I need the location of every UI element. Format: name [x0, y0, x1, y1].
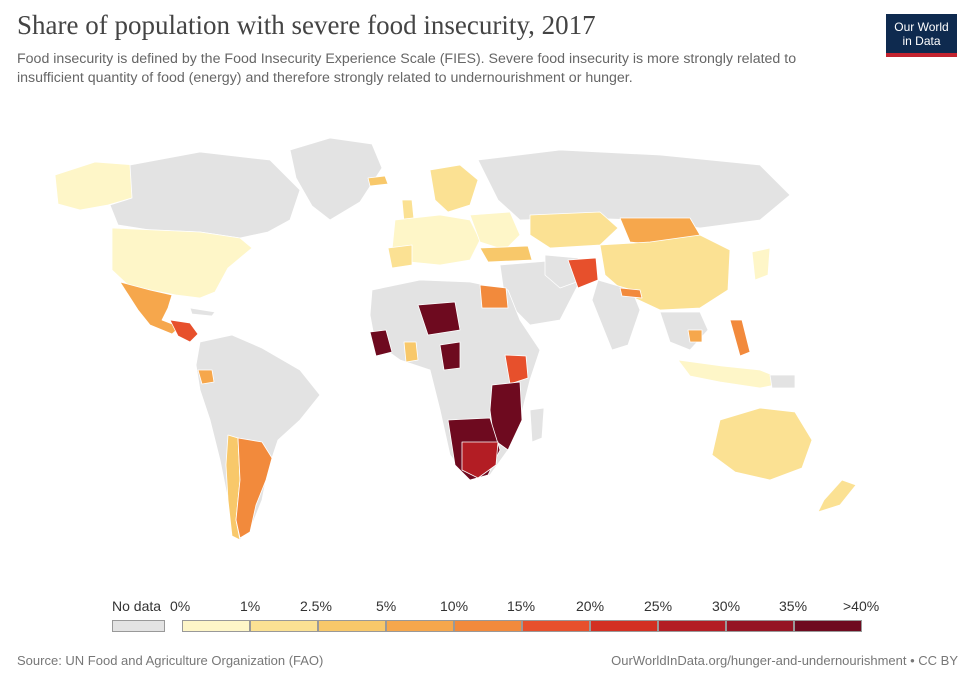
- region-new-zealand: [817, 479, 857, 513]
- legend-bin-label-0: 0%: [170, 598, 191, 614]
- region-cameroon: [439, 341, 461, 371]
- region-ghana: [403, 341, 419, 363]
- logo-line-2: in Data: [902, 34, 941, 48]
- legend-swatch-2[interactable]: [318, 620, 386, 632]
- region-mexico: [119, 281, 181, 335]
- region-scandinavia: [429, 164, 479, 213]
- region-japan: [751, 247, 771, 281]
- region-kazakhstan: [529, 211, 619, 249]
- legend-swatch-5[interactable]: [522, 620, 590, 632]
- legend-bin-label-5: 15%: [507, 598, 536, 614]
- region-russia: [477, 149, 791, 229]
- legend-bin-label-9: 35%: [779, 598, 808, 614]
- region-madagascar: [529, 407, 545, 443]
- legend-bin-label-6: 20%: [576, 598, 605, 614]
- legend-swatch-1[interactable]: [250, 620, 318, 632]
- legend-no-data-swatch[interactable]: [112, 620, 165, 632]
- source-note: Source: UN Food and Agriculture Organiza…: [17, 653, 324, 668]
- region-nepal: [619, 287, 643, 299]
- world-map[interactable]: [0, 120, 975, 590]
- region-caribbean: [189, 307, 216, 317]
- legend-bin-label-8: 30%: [712, 598, 741, 614]
- legend-swatch-6[interactable]: [590, 620, 658, 632]
- region-new-guinea: [769, 374, 796, 389]
- region-argentina: [235, 437, 273, 539]
- owid-logo[interactable]: Our World in Data: [886, 14, 957, 57]
- legend-swatch-7[interactable]: [658, 620, 726, 632]
- region-iceland: [367, 175, 389, 187]
- legend-last-label: >40%: [843, 598, 880, 614]
- region-kenya: [504, 354, 529, 385]
- region-canada: [109, 151, 301, 239]
- region-south-africa: [461, 441, 499, 479]
- region-south-america: [195, 334, 321, 541]
- legend-swatch-0[interactable]: [182, 620, 250, 632]
- region-usa: [111, 227, 253, 299]
- region-australia: [711, 407, 813, 481]
- legend-swatch-8[interactable]: [726, 620, 794, 632]
- credit-link[interactable]: OurWorldInData.org/hunger-and-undernouri…: [611, 653, 958, 668]
- region-turkey: [479, 245, 533, 263]
- region-east-africa-south: [489, 381, 523, 451]
- legend-bin-label-7: 25%: [644, 598, 673, 614]
- map-legend: No data 0% 1% 2.5% 5% 10% 15% 20% 25% 30…: [0, 598, 975, 638]
- region-central-america: [169, 319, 199, 343]
- region-philippines: [729, 319, 751, 357]
- region-ecuador: [197, 369, 215, 385]
- region-cambodia: [687, 329, 703, 343]
- map-svg: [54, 137, 857, 541]
- legend-swatch-9[interactable]: [794, 620, 862, 632]
- region-liberia: [369, 329, 393, 357]
- legend-bin-label-4: 10%: [440, 598, 469, 614]
- region-greenland: [289, 137, 383, 221]
- legend-bin-label-1: 1%: [240, 598, 261, 614]
- region-iberia: [387, 244, 413, 269]
- logo-line-1: Our World: [894, 20, 949, 34]
- legend-swatch-3[interactable]: [386, 620, 454, 632]
- region-niger-chad: [417, 301, 461, 336]
- legend-swatch-4[interactable]: [454, 620, 522, 632]
- region-europe-east: [469, 211, 521, 251]
- chart-title: Share of population with severe food ins…: [17, 10, 596, 40]
- legend-no-data-label: No data: [112, 598, 162, 614]
- legend-bin-label-2: 2.5%: [300, 598, 332, 614]
- chart-subtitle: Food insecurity is defined by the Food I…: [17, 51, 797, 86]
- legend-bin-label-3: 5%: [376, 598, 397, 614]
- region-egypt: [479, 284, 509, 309]
